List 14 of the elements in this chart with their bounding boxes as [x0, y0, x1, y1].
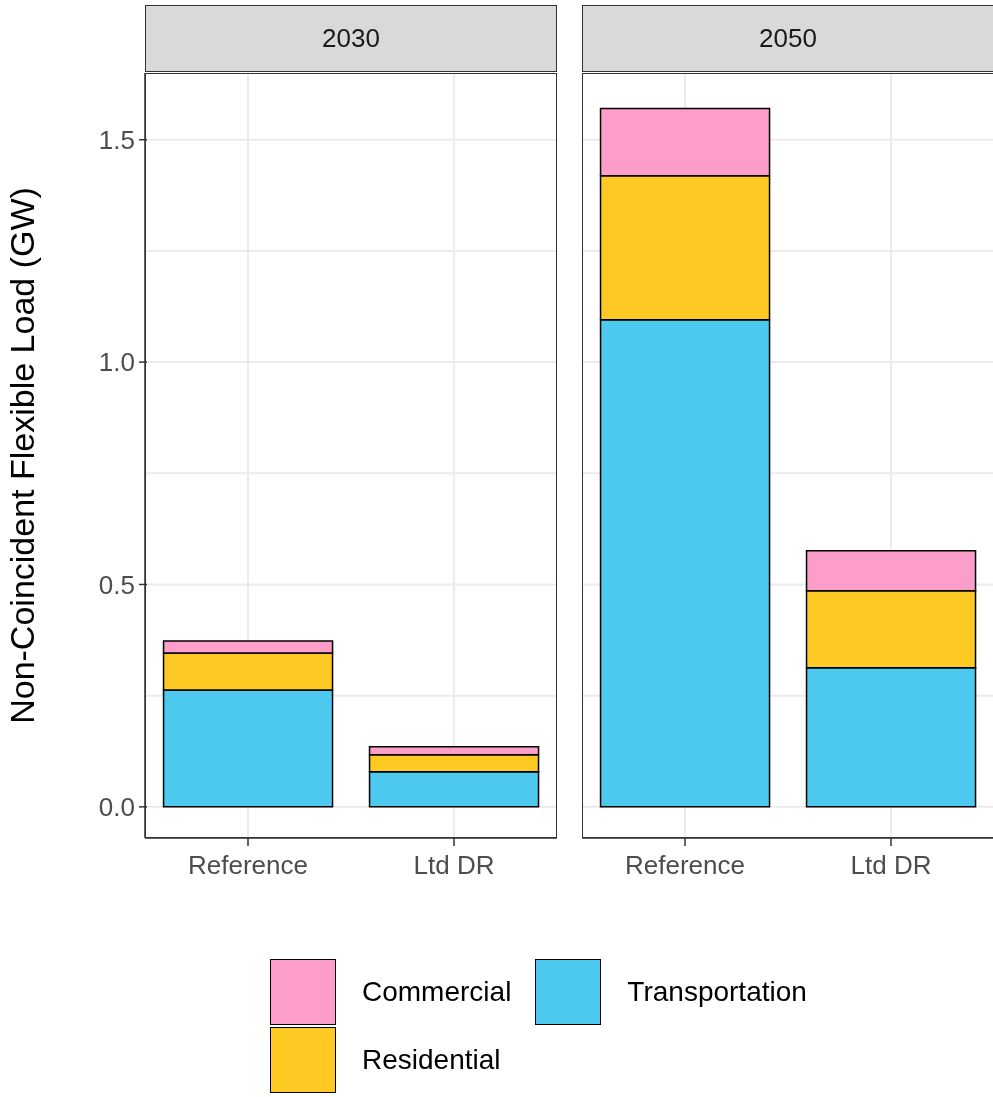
- y-axis-title: Non-Coincident Flexible Load (GW): [3, 187, 42, 724]
- y-tick-label: 1.0: [98, 347, 135, 378]
- y-tick-label: 0.5: [98, 569, 135, 600]
- legend-label: Commercial: [362, 976, 512, 1008]
- x-tick-label: Reference: [188, 850, 308, 881]
- legend-label: Transportation: [627, 976, 807, 1008]
- y-tick-label: 0.0: [98, 791, 135, 822]
- x-tick-label: Ltd DR: [413, 850, 495, 881]
- y-tick-label: 1.5: [98, 124, 135, 155]
- legend-label: Residential: [362, 1044, 501, 1076]
- chart-title: 2050: [759, 23, 817, 54]
- chart-title: 2030: [322, 23, 380, 54]
- x-tick-label: Reference: [625, 850, 745, 881]
- x-tick-label: Ltd DR: [850, 850, 932, 881]
